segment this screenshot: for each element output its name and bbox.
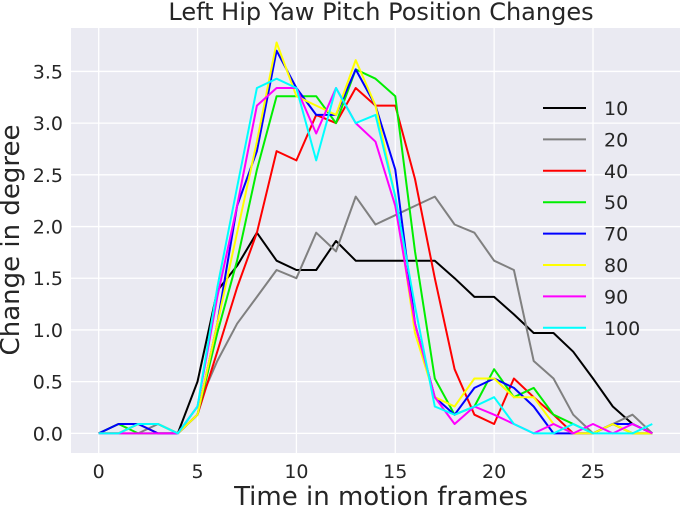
chart-title: Left Hip Yaw Pitch Position Changes bbox=[168, 0, 593, 26]
y-tick-labels: 0.0 0.5 1.0 1.5 2.0 2.5 3.0 3.5 bbox=[33, 61, 63, 445]
x-tick-label: 10 bbox=[284, 461, 308, 483]
x-tick-label: 25 bbox=[581, 461, 605, 483]
x-tick-label: 5 bbox=[191, 461, 203, 483]
plot-background bbox=[71, 28, 680, 453]
y-tick-label: 3.5 bbox=[33, 61, 63, 83]
legend-label: 20 bbox=[604, 129, 628, 151]
y-tick-label: 1.5 bbox=[33, 268, 63, 290]
series-line-100 bbox=[98, 77, 653, 435]
legend-label: 50 bbox=[604, 192, 628, 214]
grid-lines bbox=[71, 28, 680, 453]
y-tick-label: 2.0 bbox=[33, 217, 63, 239]
y-tick-label: 2.5 bbox=[33, 165, 63, 187]
legend-label: 10 bbox=[604, 98, 628, 120]
series-lines bbox=[98, 41, 653, 435]
legend-label: 70 bbox=[604, 224, 628, 246]
x-tick-label: 15 bbox=[383, 461, 407, 483]
x-tick-labels: 0 5 10 15 20 25 bbox=[93, 461, 605, 483]
x-tick-label: 0 bbox=[93, 461, 105, 483]
x-tick-label: 20 bbox=[482, 461, 506, 483]
legend-label: 40 bbox=[604, 161, 628, 183]
legend-label: 100 bbox=[604, 318, 640, 340]
series-line-10 bbox=[98, 231, 653, 435]
y-axis-label: Change in degree bbox=[0, 125, 26, 356]
legend-label: 90 bbox=[604, 286, 628, 308]
legend-label: 80 bbox=[604, 255, 628, 277]
y-tick-label: 0.5 bbox=[33, 372, 63, 394]
y-tick-label: 0.0 bbox=[33, 423, 63, 445]
x-axis-label: Time in motion frames bbox=[233, 482, 528, 506]
y-tick-label: 3.0 bbox=[33, 113, 63, 135]
legend: 10 20 40 50 70 80 90 100 bbox=[543, 98, 640, 340]
y-tick-label: 1.0 bbox=[33, 320, 63, 342]
